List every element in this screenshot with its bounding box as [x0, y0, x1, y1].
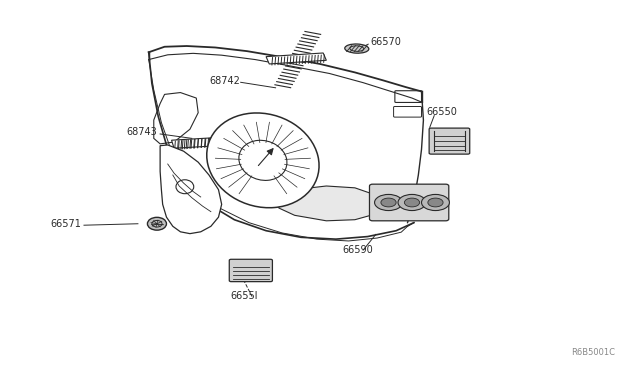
Text: 66590: 66590 [342, 245, 373, 255]
Circle shape [374, 195, 403, 211]
Polygon shape [172, 137, 225, 148]
Text: 66570: 66570 [371, 37, 402, 47]
Polygon shape [266, 53, 326, 64]
Circle shape [404, 198, 420, 207]
Text: 68742: 68742 [209, 76, 240, 86]
FancyBboxPatch shape [369, 184, 449, 221]
Text: 66550: 66550 [427, 106, 458, 116]
Polygon shape [279, 186, 377, 221]
Ellipse shape [345, 44, 369, 53]
Text: 66571: 66571 [51, 219, 81, 229]
Text: 6655l: 6655l [230, 291, 257, 301]
Circle shape [428, 198, 443, 207]
Polygon shape [160, 145, 221, 234]
Text: R6B5001C: R6B5001C [571, 347, 615, 357]
Circle shape [422, 195, 449, 211]
Ellipse shape [147, 217, 166, 230]
Ellipse shape [207, 113, 319, 208]
Text: 68743: 68743 [127, 128, 157, 137]
FancyBboxPatch shape [229, 259, 273, 282]
Circle shape [398, 195, 426, 211]
Polygon shape [154, 93, 198, 144]
FancyBboxPatch shape [429, 128, 470, 154]
Circle shape [381, 198, 396, 207]
